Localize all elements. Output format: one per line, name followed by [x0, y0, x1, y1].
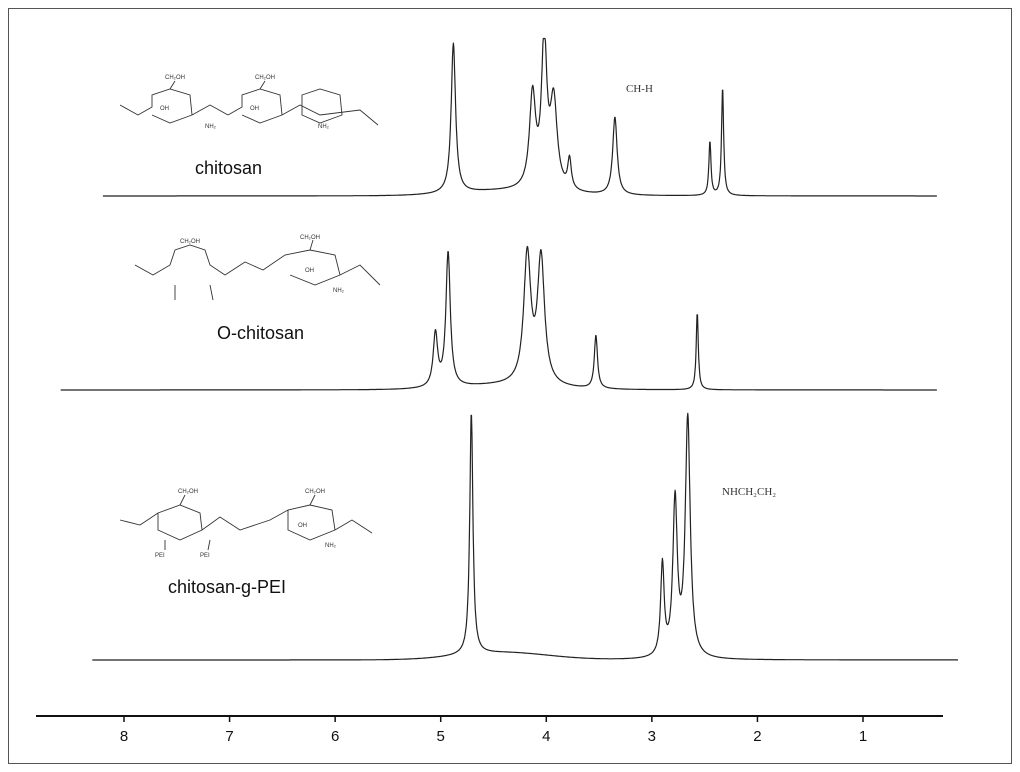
x-tick-label: 6 [331, 728, 339, 745]
svg-text:CH₂OH: CH₂OH [300, 235, 320, 241]
svg-text:CH₂OH: CH₂OH [305, 489, 325, 495]
series-label-chitosan: chitosan [195, 158, 262, 178]
x-tick-label: 4 [542, 728, 550, 745]
svg-text:PEI: PEI [200, 553, 210, 559]
svg-text:OH: OH [298, 523, 307, 529]
svg-text:CH₂OH: CH₂OH [165, 75, 185, 81]
annotation-ch: CH-H [626, 83, 653, 95]
series-label-o-chitosan: O-chitosan [217, 323, 304, 343]
svg-text:CH₂OH: CH₂OH [178, 489, 198, 495]
svg-text:NH₂: NH₂ [205, 124, 217, 130]
x-tick-label: 3 [648, 728, 656, 745]
series-label-chitosan-g-pei: chitosan-g-PEI [168, 577, 286, 597]
spectra-group [60, 37, 959, 661]
svg-text:OH: OH [160, 106, 169, 112]
structure-chitosan: CH₂OH CH₂OH OH NH₂ OH NH₂ [119, 75, 379, 130]
svg-text:CH₂OH: CH₂OH [255, 75, 275, 81]
svg-text:OH: OH [250, 106, 259, 112]
spectrum-line-1 [102, 37, 938, 197]
x-tick-label: 7 [225, 728, 233, 745]
x-tick-label: 5 [437, 728, 445, 745]
svg-text:PEI: PEI [155, 553, 165, 559]
spectrum-line-3 [92, 412, 959, 661]
x-tick-label: 1 [859, 728, 867, 745]
structure-chitosan-g-pei: CH₂OH CH₂OH PEI PEI OH NH₂ [119, 489, 373, 559]
figure-frame [8, 8, 1012, 764]
x-axis: 8 7 6 5 4 3 2 1 [36, 715, 943, 745]
svg-text:CH₂OH: CH₂OH [180, 239, 200, 245]
x-tick-label: 2 [753, 728, 761, 745]
svg-text:OH: OH [305, 268, 314, 274]
svg-text:NH₂: NH₂ [333, 288, 345, 294]
spectrum-line-2 [60, 245, 938, 391]
structure-o-chitosan: CH₂OH CH₂OH OH NH₂ [134, 235, 381, 301]
svg-text:NH₂: NH₂ [318, 124, 330, 130]
x-tick-label: 8 [120, 728, 128, 745]
annotation-nhch2ch2: NHCH₂CH₂ [722, 486, 776, 498]
svg-text:NH₂: NH₂ [325, 543, 337, 549]
